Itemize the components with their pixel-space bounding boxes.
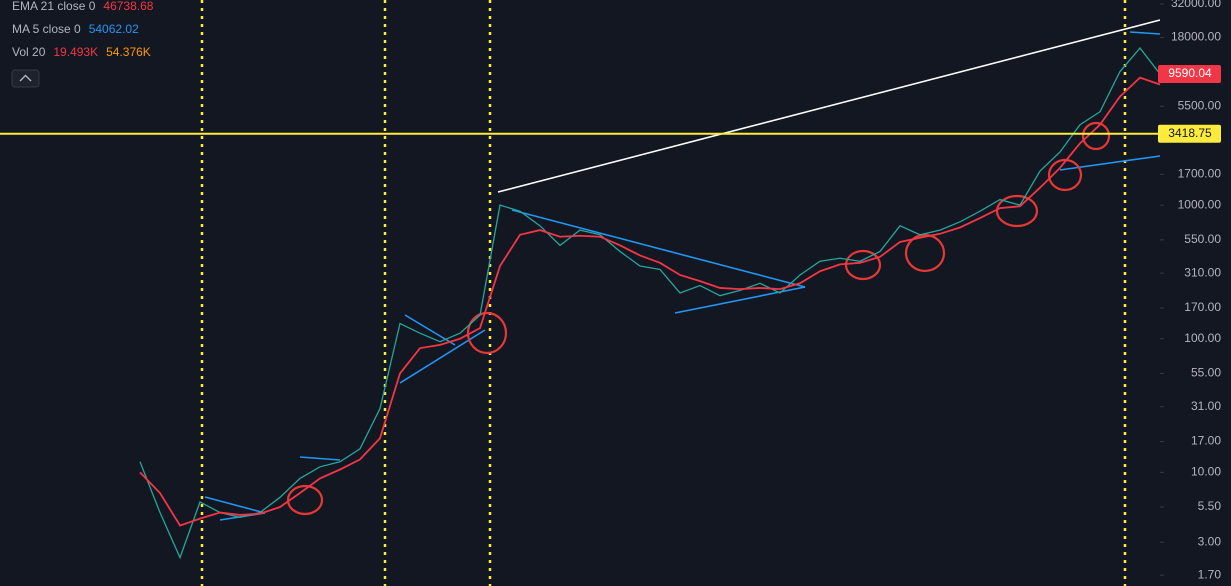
price-line bbox=[139, 76, 1161, 527]
highlight-circle bbox=[1081, 121, 1111, 151]
collapse-button[interactable] bbox=[11, 69, 40, 88]
y-tick-label: 18000.00 bbox=[1171, 30, 1221, 44]
legend-name: Vol 20 bbox=[12, 45, 46, 59]
y-tick-label: 5.50 bbox=[1198, 499, 1222, 513]
y-tick-label: 1.70 bbox=[1198, 567, 1222, 581]
y-tick-label: 100.00 bbox=[1184, 331, 1221, 345]
trend-line bbox=[1129, 31, 1161, 35]
price-line bbox=[139, 46, 1161, 560]
y-tick-label: 1000.00 bbox=[1178, 197, 1222, 211]
highlight-circle bbox=[904, 233, 946, 273]
legend-value: 19.493K bbox=[53, 45, 98, 59]
level-label: 3418.75 bbox=[1168, 126, 1212, 140]
y-tick-label: 55.00 bbox=[1191, 366, 1221, 380]
trend-line bbox=[674, 286, 806, 314]
y-tick-label: 1700.00 bbox=[1178, 167, 1222, 181]
y-tick-label: 550.00 bbox=[1184, 232, 1221, 246]
drawings bbox=[204, 19, 1161, 521]
collapse-icon bbox=[19, 74, 32, 82]
trend-line bbox=[1059, 155, 1161, 171]
axis-background bbox=[1160, 0, 1231, 586]
last-price-label: 9590.04 bbox=[1168, 66, 1212, 80]
vertical-markers bbox=[200, 0, 1127, 586]
y-tick-label: 32000.00 bbox=[1171, 0, 1221, 10]
trend-line bbox=[404, 314, 456, 346]
y-tick-label: 5500.00 bbox=[1178, 98, 1222, 112]
highlight-circle bbox=[286, 484, 324, 516]
y-tick-label: 31.00 bbox=[1191, 399, 1221, 413]
trend-line bbox=[399, 329, 486, 384]
legend-value: 46738.68 bbox=[103, 0, 153, 13]
y-tick-label: 17.00 bbox=[1191, 434, 1221, 448]
trend-line bbox=[204, 496, 266, 514]
trend-line bbox=[511, 209, 806, 288]
highlight-circle bbox=[466, 311, 508, 355]
legend-value: 54.376K bbox=[106, 45, 151, 59]
y-tick-label: 170.00 bbox=[1184, 300, 1221, 314]
trend-line bbox=[497, 19, 1161, 193]
y-tick-label: 3.00 bbox=[1198, 534, 1222, 548]
trend-line bbox=[299, 456, 341, 461]
highlight-circle bbox=[1047, 158, 1083, 192]
highlight-circle bbox=[995, 194, 1039, 228]
highlight-circle bbox=[844, 249, 882, 281]
legend-name: MA 5 close 0 bbox=[12, 22, 81, 36]
y-tick-label: 310.00 bbox=[1184, 265, 1221, 279]
legend-value: 54062.02 bbox=[89, 22, 139, 36]
legend-name: EMA 21 close 0 bbox=[12, 0, 96, 13]
y-tick-label: 10.00 bbox=[1191, 465, 1221, 479]
level-label-box bbox=[1158, 124, 1221, 143]
last-price-box bbox=[1158, 64, 1221, 83]
